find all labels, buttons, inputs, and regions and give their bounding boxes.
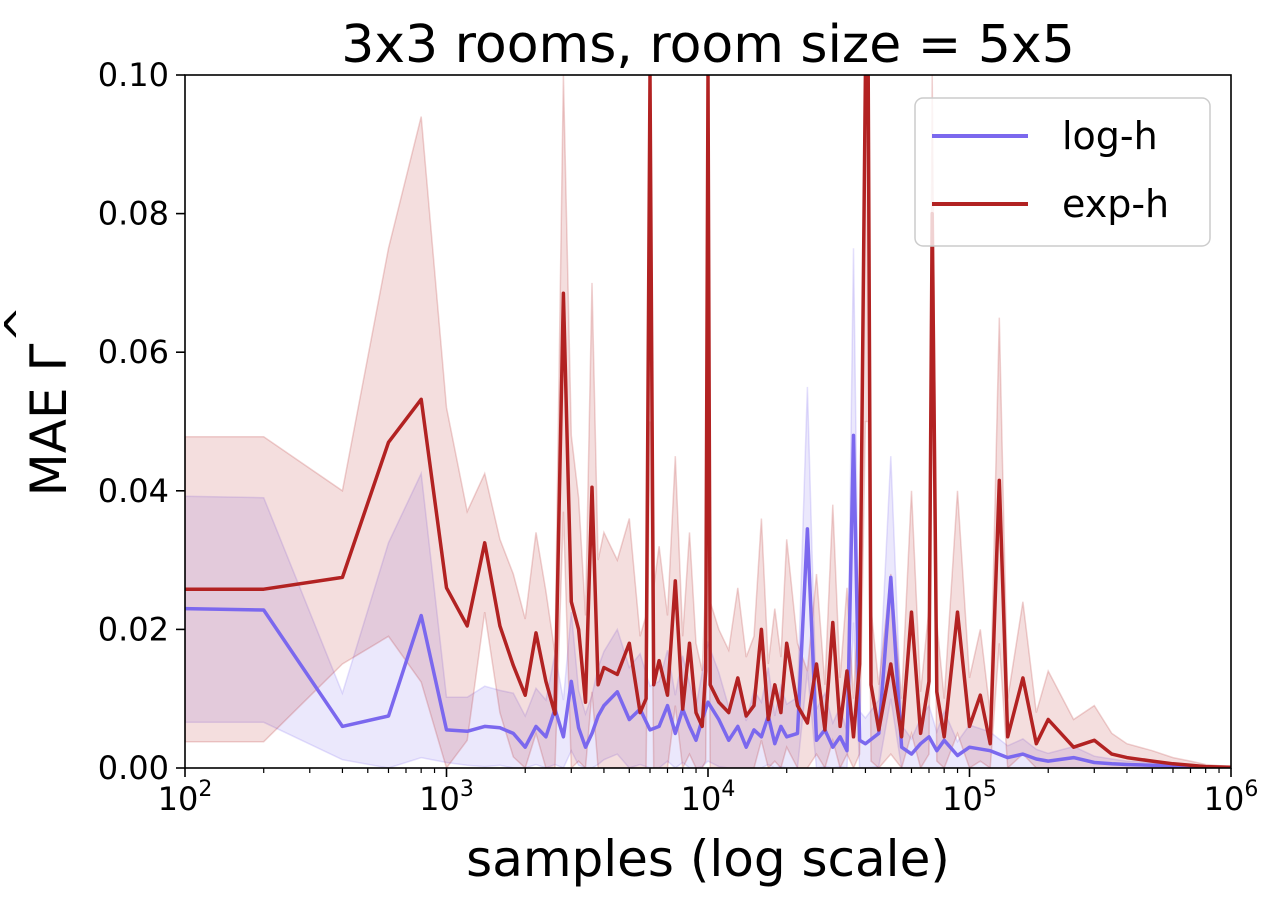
y-axis-label-hat: ^: [0, 306, 47, 343]
x-axis-label: samples (log scale): [466, 830, 950, 888]
x-tick-label: 102: [158, 777, 213, 818]
band-log-h: [185, 248, 1231, 768]
line-exp-h: [185, 75, 1231, 768]
y-axis-label-text: MAE: [20, 387, 78, 496]
y-tick-label: 0.02: [98, 610, 169, 648]
y-tick-label: 0.06: [98, 333, 169, 371]
y-tick-label: 0.04: [98, 472, 169, 510]
x-tick-label: 105: [942, 777, 997, 818]
legend: log-h exp-h: [914, 97, 1211, 247]
y-tick-label: 0.08: [98, 195, 169, 233]
y-tick-label: 0.10: [98, 56, 169, 94]
y-axis-label-symbol: Γ: [20, 344, 78, 372]
y-axis-label: MAE Γ ^: [0, 306, 78, 497]
x-tick-label: 106: [1204, 777, 1259, 818]
chart-title: 3x3 rooms, room size = 5x5: [341, 15, 1075, 75]
svg-text:MAE Γ: MAE Γ: [20, 344, 78, 497]
line-log-h: [185, 433, 1231, 768]
x-tick-label: 104: [681, 777, 736, 818]
legend-label-log-h: log-h: [1062, 114, 1158, 158]
x-tick-label: 103: [419, 777, 474, 818]
legend-label-exp-h: exp-h: [1062, 182, 1169, 226]
y-tick-label: 0.00: [98, 749, 169, 787]
